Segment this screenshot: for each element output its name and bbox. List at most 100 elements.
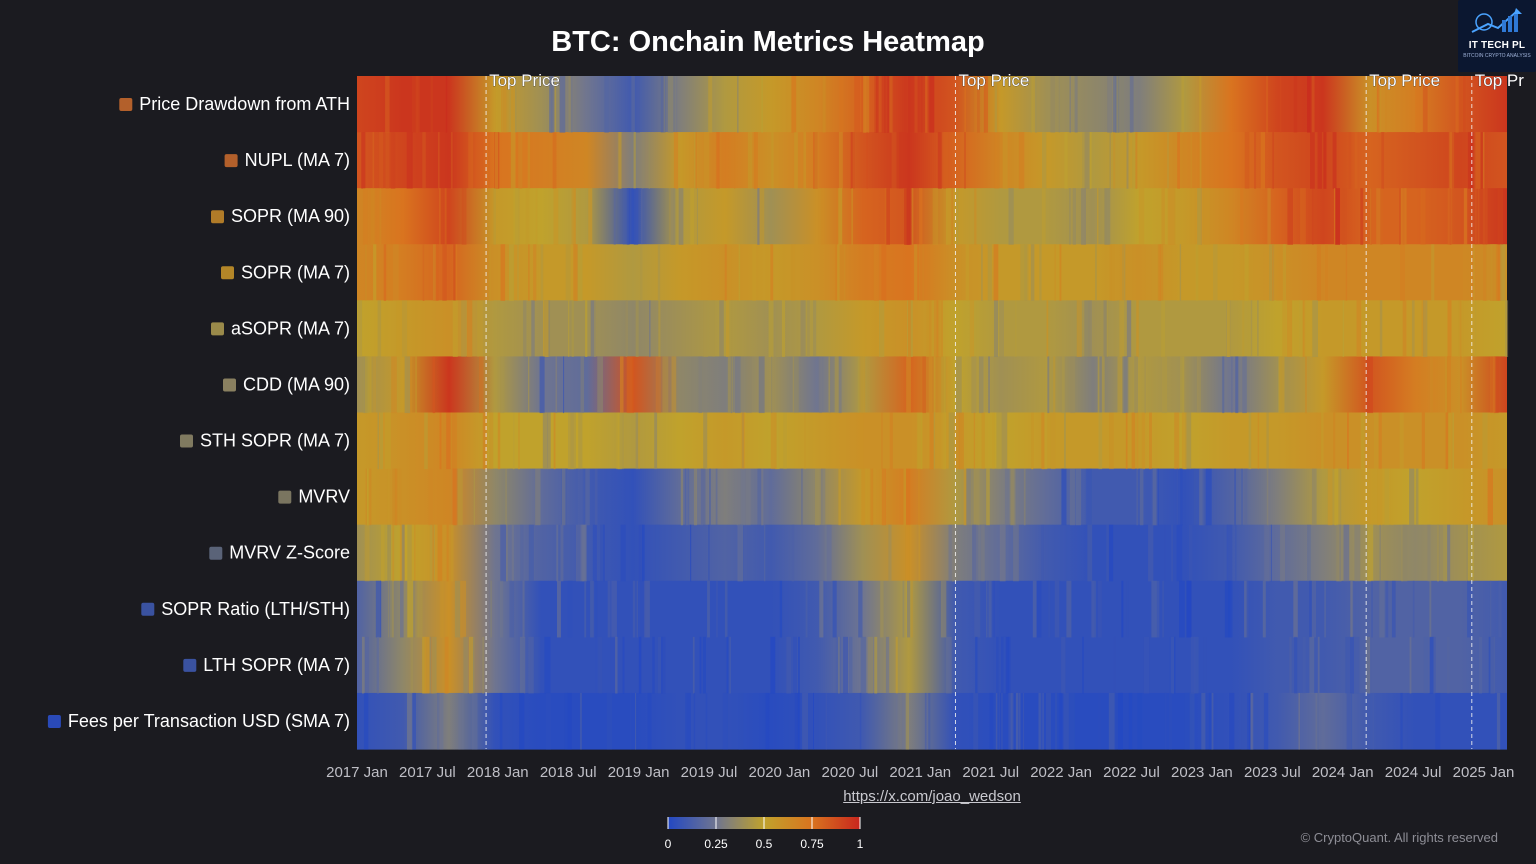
- heatmap-streak: [461, 188, 467, 245]
- row-color-marker: [223, 378, 236, 392]
- heatmap-streak: [511, 76, 515, 133]
- heatmap-streak: [1293, 76, 1298, 133]
- heatmap-streak: [364, 636, 369, 694]
- heatmap-streak: [1164, 524, 1166, 582]
- heatmap-streak: [1335, 188, 1340, 245]
- heatmap-streak: [1228, 580, 1233, 638]
- heatmap-streak: [519, 636, 526, 694]
- heatmap-streak: [618, 132, 622, 189]
- heatmap-streak: [786, 636, 792, 694]
- heatmap-streak: [1302, 636, 1306, 694]
- heatmap-streak: [943, 356, 945, 414]
- heatmap-streak: [1327, 468, 1333, 526]
- heatmap-streak: [1279, 356, 1285, 414]
- heatmap-streak: [500, 524, 506, 582]
- heatmap-streak: [813, 132, 818, 189]
- heatmap-streak: [489, 580, 492, 638]
- heatmap-streak: [607, 580, 611, 638]
- heatmap-streak: [568, 300, 570, 358]
- heatmap-streak: [625, 300, 628, 358]
- heatmap-streak: [1244, 132, 1250, 189]
- heatmap-streak: [540, 244, 544, 301]
- heatmap-streak: [695, 132, 697, 189]
- heatmap-streak: [1391, 580, 1396, 638]
- heatmap-streak: [450, 524, 454, 582]
- row-color-marker: [224, 154, 238, 168]
- heatmap-streak: [1300, 188, 1306, 245]
- heatmap-streak: [636, 76, 640, 133]
- heatmap-streak: [735, 356, 741, 414]
- heatmap-streak: [1497, 188, 1504, 245]
- heatmap-streak: [837, 244, 840, 301]
- heatmap-streak: [775, 412, 780, 470]
- heatmap-streak: [454, 580, 461, 638]
- logo-subtext: BITCOIN CRYPTO ANALYSIS: [1463, 53, 1531, 59]
- heatmap-streak: [553, 188, 559, 245]
- heatmap-streak: [372, 132, 375, 189]
- heatmap-streak: [1498, 580, 1502, 638]
- heatmap-streak: [522, 580, 525, 638]
- heatmap-streak: [523, 300, 527, 358]
- heatmap-streak: [533, 244, 537, 301]
- heatmap-row: [357, 244, 1507, 301]
- heatmap-streak: [834, 356, 840, 414]
- heatmap-streak: [709, 468, 711, 526]
- heatmap-streak: [493, 188, 496, 245]
- heatmap-streak: [1336, 524, 1342, 582]
- heatmap-streak: [966, 468, 971, 526]
- heatmap-streak: [429, 636, 433, 694]
- heatmap-streak: [527, 132, 531, 189]
- heatmap-streak: [1490, 356, 1495, 414]
- heatmap-streak: [911, 188, 914, 245]
- heatmap-streak: [1468, 524, 1474, 582]
- heatmap-streak: [999, 524, 1006, 582]
- heatmap-streak: [642, 132, 644, 189]
- heatmap-streak: [1304, 300, 1306, 358]
- heatmap-streak: [654, 412, 658, 470]
- heatmap-streak: [432, 524, 434, 582]
- heatmap-streak: [1190, 132, 1192, 189]
- heatmap-streak: [973, 524, 978, 582]
- heatmap-streak: [1354, 132, 1358, 189]
- x-tick-label: 2022 Jul: [1103, 764, 1160, 781]
- heatmap-streak: [1143, 636, 1150, 694]
- heatmap-streak: [1075, 468, 1082, 526]
- source-link[interactable]: https://x.com/joao_wedson: [843, 788, 1021, 805]
- heatmap-streak: [571, 188, 576, 245]
- row-label: aSOPR (MA 7): [231, 318, 350, 338]
- heatmap-streak: [535, 468, 541, 526]
- heatmap-streak: [1104, 188, 1111, 245]
- heatmap-streak: [1460, 76, 1462, 133]
- heatmap-streak: [1003, 636, 1006, 694]
- heatmap-streak: [700, 468, 706, 526]
- heatmap-streak: [509, 244, 514, 301]
- row-color-marker: [221, 266, 234, 280]
- row-color-marker: [211, 210, 224, 224]
- heatmap-streak: [411, 76, 417, 133]
- heatmap-streak: [1211, 692, 1214, 750]
- heatmap-streak: [385, 132, 390, 189]
- heatmap-streak: [1047, 356, 1050, 414]
- heatmap-streak: [578, 412, 583, 470]
- heatmap-streak: [1463, 188, 1468, 245]
- heatmap-streak: [1039, 244, 1042, 301]
- heatmap-streak: [1097, 580, 1102, 638]
- heatmap-streak: [1446, 356, 1451, 414]
- heatmap-streak: [696, 188, 698, 245]
- heatmap-streak: [460, 580, 466, 638]
- heatmap-streak: [1272, 132, 1274, 189]
- heatmap-streak: [363, 692, 369, 750]
- heatmap-streak: [1324, 244, 1329, 301]
- heatmap-streak: [366, 468, 369, 526]
- heatmap-streak: [1350, 580, 1353, 638]
- heatmap-streak: [854, 76, 861, 133]
- row-labels: Price Drawdown from ATH NUPL (MA 7) SOPR (…: [47, 94, 350, 731]
- heatmap-streak: [839, 76, 844, 133]
- heatmap-streak: [377, 412, 379, 470]
- heatmap-streak: [1054, 580, 1060, 638]
- heatmap-streak: [1161, 188, 1165, 245]
- heatmap-streak: [1008, 636, 1011, 694]
- heatmap-streak: [1431, 244, 1435, 301]
- heatmap-streak: [565, 244, 571, 301]
- heatmap-streak: [557, 580, 561, 638]
